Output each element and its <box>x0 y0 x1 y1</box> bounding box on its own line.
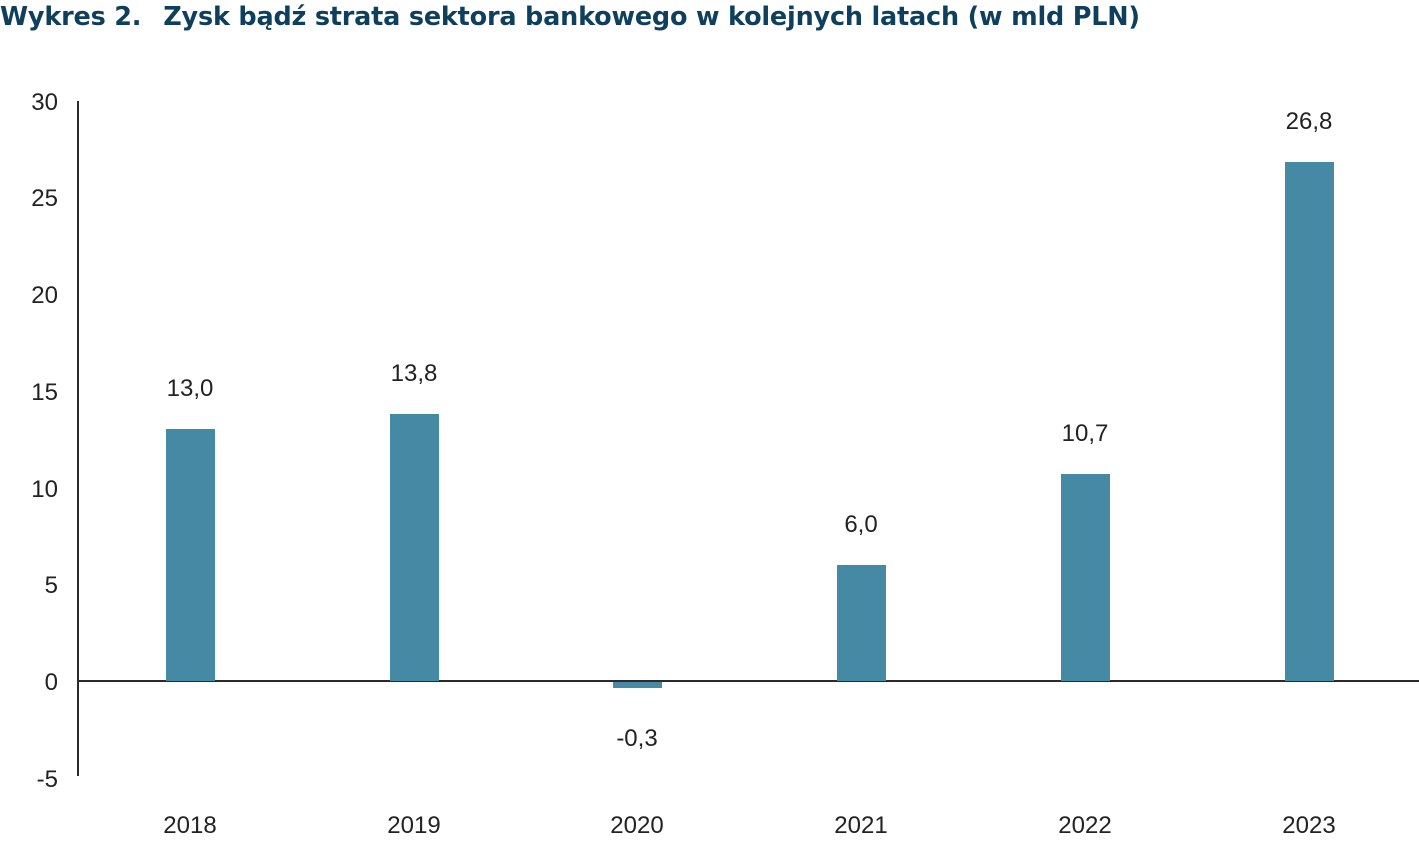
chart-title: Wykres 2. Zysk bądź strata sektora bankow… <box>0 0 1140 34</box>
y-tick-label: 20 <box>31 282 58 309</box>
x-tick-label-2018: 2018 <box>163 812 217 839</box>
y-tick-label: 5 <box>44 572 58 600</box>
bar-2019 <box>390 413 439 681</box>
bar-2021 <box>837 564 886 681</box>
x-tick-label-2023: 2023 <box>1282 812 1336 839</box>
x-tick-label-2020: 2020 <box>610 812 664 839</box>
zero-baseline <box>78 680 1419 682</box>
data-label-2021: 6,0 <box>844 510 878 538</box>
y-axis-line <box>77 101 79 776</box>
chart-title-text: Zysk bądź strata sektora bankowego w kol… <box>163 2 1140 32</box>
chart-number: Wykres 2. <box>0 2 142 32</box>
bar-2022 <box>1061 473 1110 681</box>
bar-2020 <box>613 682 662 688</box>
y-tick-label: 10 <box>31 475 58 503</box>
data-label-2020: -0,3 <box>616 725 658 752</box>
bar-2018 <box>166 429 215 681</box>
y-tick-label: 0 <box>44 669 58 696</box>
y-tick-label: 25 <box>31 185 58 213</box>
x-tick-label-2021: 2021 <box>834 812 888 839</box>
y-tick-label: 30 <box>31 88 58 116</box>
y-tick-label: 15 <box>31 378 58 406</box>
data-label-2023: 26,8 <box>1285 108 1333 136</box>
data-label-2018: 13,0 <box>166 375 214 403</box>
bar-2023 <box>1285 162 1334 681</box>
y-tick-label: -5 <box>36 765 58 793</box>
x-tick-label-2022: 2022 <box>1058 812 1112 839</box>
data-label-2022: 10,7 <box>1061 419 1109 447</box>
data-label-2019: 13,8 <box>390 359 438 387</box>
x-tick-label-2019: 2019 <box>387 812 441 839</box>
